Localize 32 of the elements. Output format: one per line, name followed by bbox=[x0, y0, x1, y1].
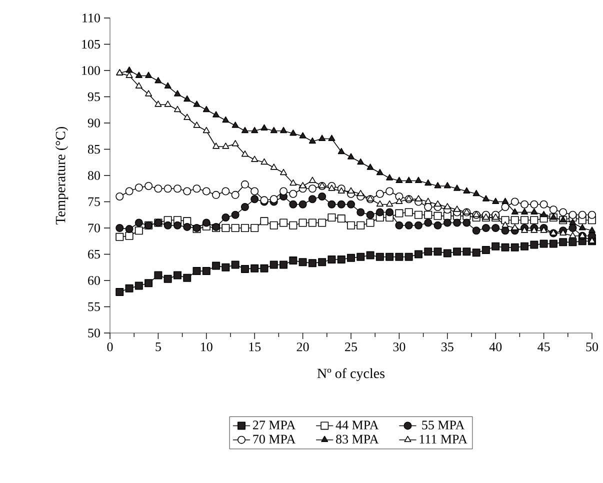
x-tick-label: 35 bbox=[442, 342, 454, 352]
legend-label: 55 MPA bbox=[422, 420, 465, 430]
y-tick-label: 55 bbox=[88, 302, 100, 312]
y-tick-label: 75 bbox=[88, 197, 100, 206]
legend-label: 27 MPA bbox=[253, 420, 296, 430]
x-tick-label: 40 bbox=[489, 342, 502, 352]
legend-label: 83 MPA bbox=[336, 434, 379, 444]
y-tick-label: 95 bbox=[88, 92, 100, 102]
y-tick-label: 90 bbox=[88, 118, 100, 128]
legend-label: 44 MPA bbox=[336, 420, 379, 430]
x-tick-label: 10 bbox=[201, 342, 212, 352]
x-tick-label: 0 bbox=[107, 342, 113, 352]
y-tick-label: 80 bbox=[88, 171, 100, 180]
x-tick-label: 20 bbox=[296, 342, 309, 352]
y-tick-label: 65 bbox=[88, 250, 100, 259]
x-tick-label: 30 bbox=[393, 342, 406, 352]
y-tick-label: 60 bbox=[88, 276, 100, 285]
y-tick-label: 100 bbox=[82, 66, 100, 75]
legend-label: 111 MPA bbox=[420, 434, 468, 444]
y-axis-title: Temperature (°C) bbox=[55, 126, 68, 224]
x-tick-label: 45 bbox=[538, 342, 550, 352]
y-tick-label: 85 bbox=[88, 144, 100, 154]
y-tick-label: 50 bbox=[88, 328, 100, 338]
legend-label: 70 MPA bbox=[253, 434, 296, 444]
x-axis-title: Nº of cycles bbox=[317, 368, 385, 382]
x-tick-label: 50 bbox=[586, 342, 598, 352]
y-tick-label: 110 bbox=[82, 14, 100, 22]
y-tick-label: 70 bbox=[88, 224, 100, 232]
x-tick-label: 15 bbox=[249, 342, 261, 352]
x-tick-label: 5 bbox=[156, 342, 161, 352]
x-tick-label: 25 bbox=[345, 342, 357, 352]
y-tick-label: 105 bbox=[82, 40, 100, 49]
